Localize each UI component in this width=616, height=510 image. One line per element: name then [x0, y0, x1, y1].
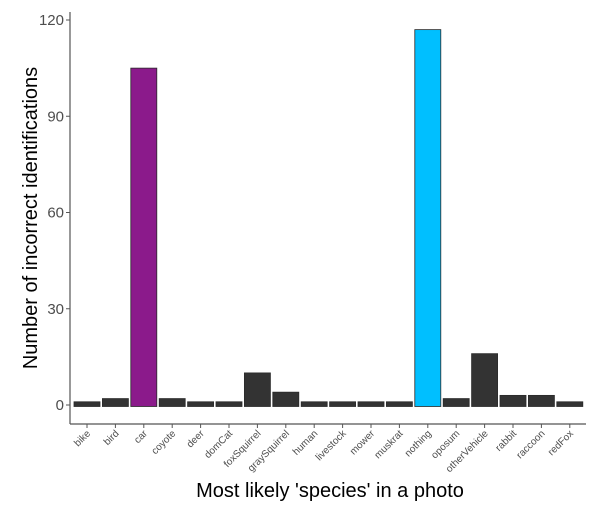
- x-tick-label-car: car: [132, 428, 150, 446]
- bar-oposum: [442, 398, 470, 407]
- bar-car: [130, 67, 158, 407]
- bar-rabbit: [499, 394, 527, 407]
- bar-livestock: [329, 401, 357, 407]
- x-axis-title: Most likely 'species' in a photo: [196, 480, 464, 502]
- y-axis-title: Number of incorrect identifications: [20, 67, 42, 369]
- bar-coyote: [158, 398, 186, 407]
- bar-mower: [357, 401, 385, 407]
- x-tick-label-deer: deer: [185, 428, 207, 450]
- x-tick-label-muskrat: muskrat: [373, 428, 406, 461]
- x-tick-label-coyote: coyote: [150, 428, 179, 457]
- bars-group: [73, 29, 584, 407]
- bar-redFox: [556, 401, 584, 407]
- bar-bird: [102, 398, 129, 407]
- bar-nothing: [414, 29, 442, 407]
- bar-bike: [73, 401, 101, 407]
- bar-muskrat: [385, 401, 413, 407]
- bar-foxSquirrel: [243, 372, 271, 407]
- x-tick-label-redFox: redFox: [546, 428, 576, 458]
- y-axis: 0 30 60 90 120: [39, 12, 71, 424]
- y-tick-label: 60: [47, 205, 64, 222]
- y-tick-label: 120: [39, 12, 64, 29]
- x-tick-label-rabbit: rabbit: [494, 428, 520, 454]
- x-tick-label-bike: bike: [72, 428, 93, 449]
- x-axis: bike bird car coyote deerdomCatfoxSquirrelgr…: [70, 423, 586, 475]
- y-tick-label: 0: [56, 397, 64, 414]
- bar-human: [300, 401, 328, 407]
- y-tick-label: 30: [47, 301, 64, 318]
- x-tick-label-raccoon: raccoon: [515, 428, 548, 461]
- x-tick-label-bird: bird: [102, 428, 122, 448]
- bar-graySquirrel: [272, 391, 300, 407]
- bar-raccoon: [528, 394, 555, 407]
- bar-domCat: [215, 401, 243, 407]
- y-tick-label: 90: [47, 108, 64, 125]
- bar-deer: [187, 401, 215, 407]
- bar-otherVehicle: [471, 353, 499, 407]
- x-tick-label-livestock: livestock: [314, 428, 350, 464]
